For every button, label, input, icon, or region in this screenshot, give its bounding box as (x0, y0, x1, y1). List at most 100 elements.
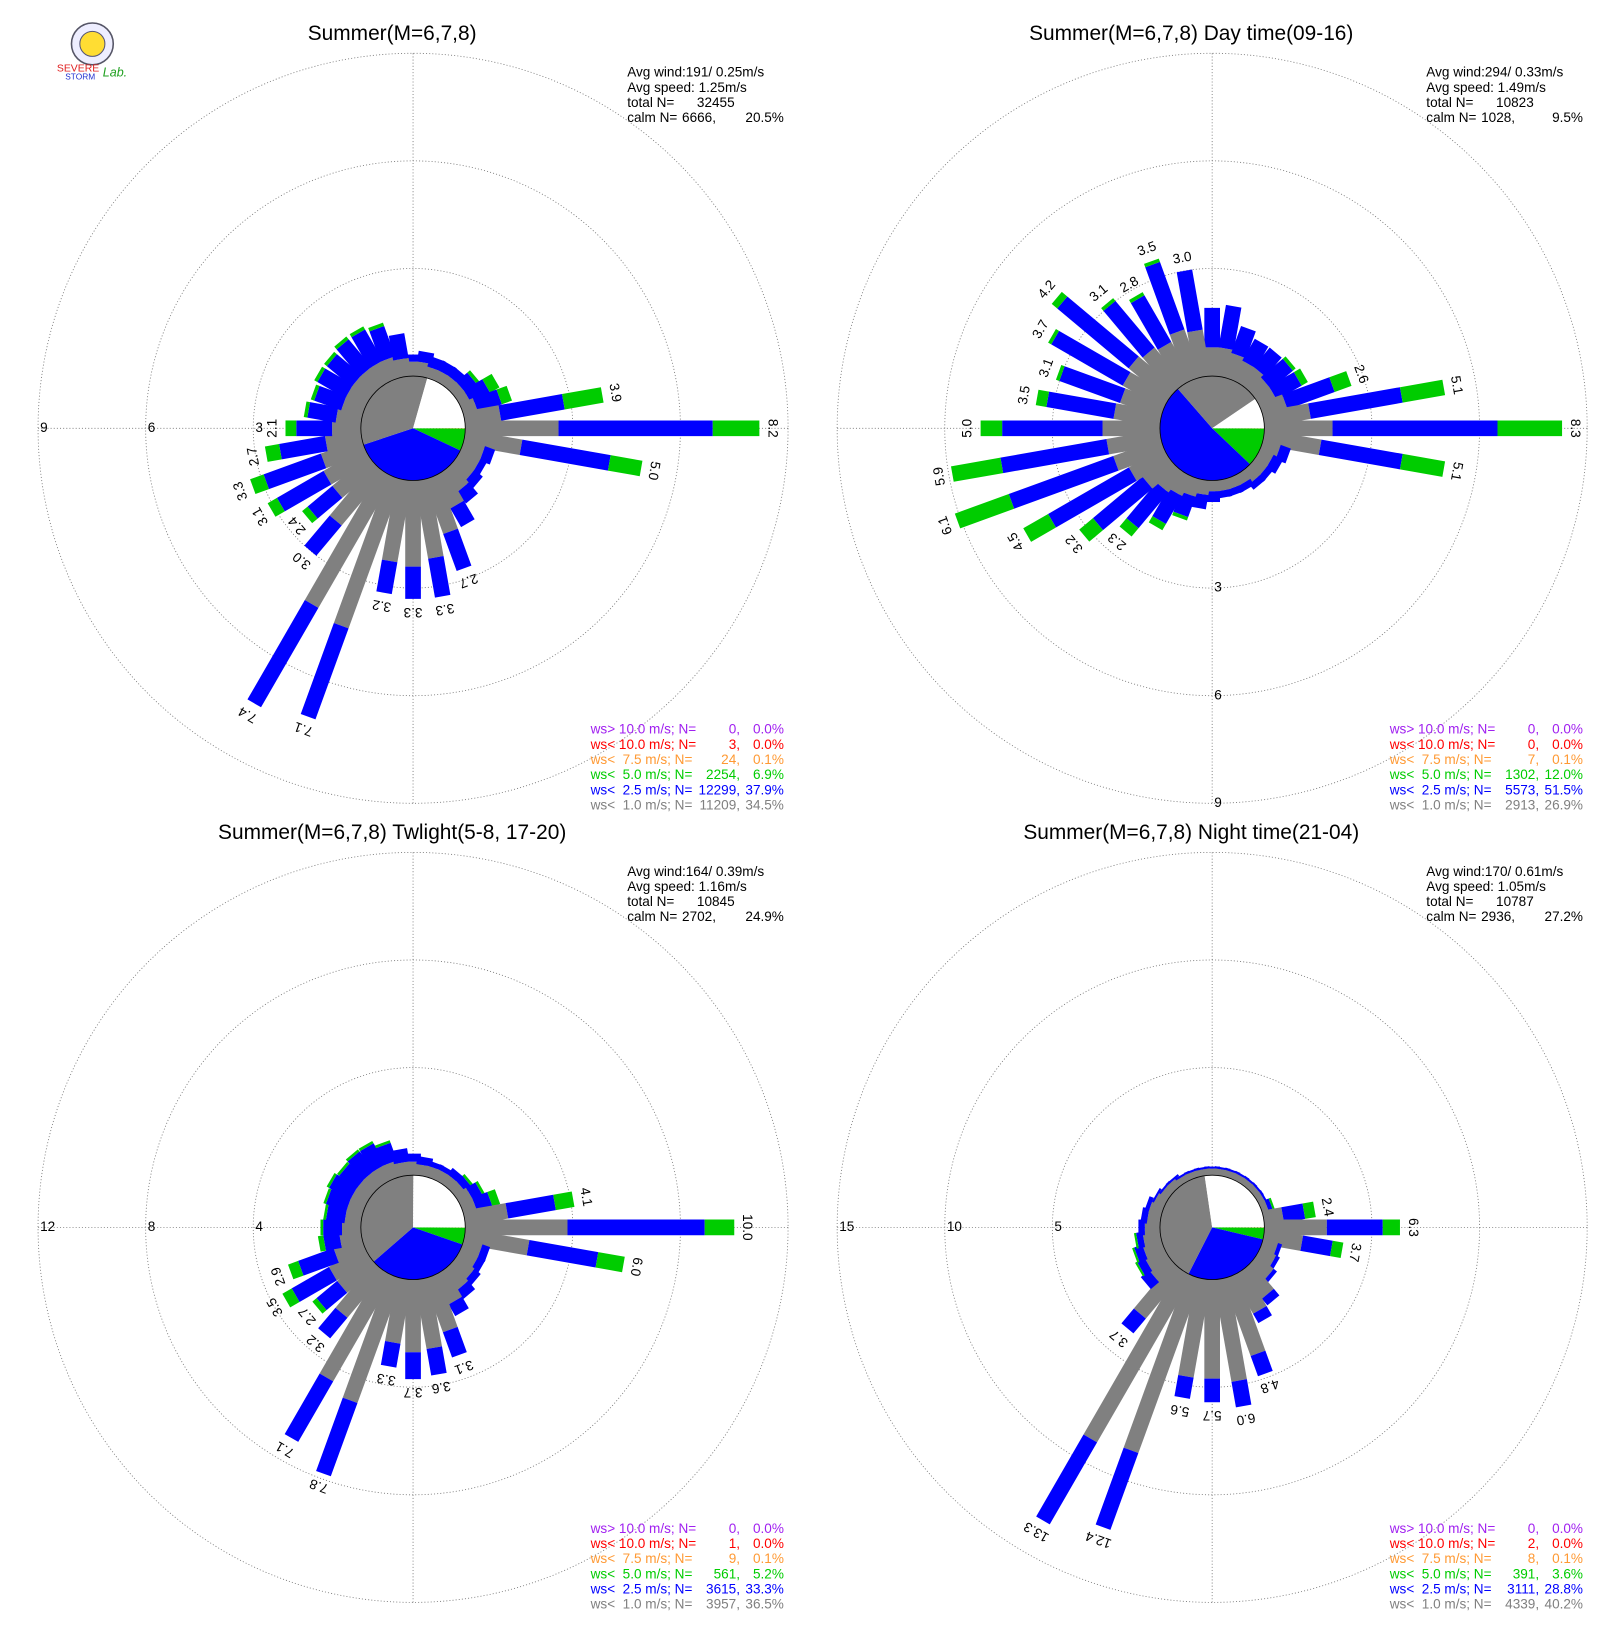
bar-segment (465, 420, 559, 437)
calm-count: 1028, (1481, 110, 1515, 125)
bar-segment (247, 600, 319, 708)
calm-label: calm N= (1426, 909, 1476, 924)
bar-segment (1264, 420, 1333, 437)
bar-segment (1142, 347, 1185, 394)
bar-segment (388, 333, 409, 361)
legend-label: ws< 5.0 m/s; N= (1389, 767, 1492, 782)
bar-segment (1051, 291, 1068, 309)
bar-segment (329, 463, 386, 526)
bar-segment (1144, 258, 1160, 268)
bar-segment (465, 1219, 568, 1236)
legend-label: ws< 1.0 m/s; N= (1389, 797, 1492, 812)
bar-segment (426, 1346, 447, 1376)
stat-line: Avg speed: 1.25m/s (627, 80, 747, 95)
bar-segment (553, 1191, 575, 1211)
bar-label: 3.6 (431, 1378, 452, 1396)
bar-segment (359, 1143, 386, 1173)
bar-segment (432, 1268, 463, 1305)
bar-segment (316, 1280, 348, 1311)
bar-segment (359, 366, 386, 394)
bar-label: 3.3 (376, 1370, 397, 1388)
bar-segment (381, 478, 412, 563)
bar-segment (285, 420, 297, 437)
bar-segment (1095, 1447, 1139, 1530)
bar-segment (1036, 1434, 1098, 1525)
bar-label: 4.8 (1259, 1376, 1282, 1397)
bar-segment (1136, 1257, 1153, 1276)
calm-count: 2936, (1481, 909, 1515, 924)
bar-segment (307, 485, 343, 519)
stat-line: Avg speed: 1.16m/s (627, 879, 747, 894)
bar-segment (296, 420, 333, 437)
legend-count: 3957, (706, 1597, 740, 1612)
bar-segment (1168, 469, 1193, 497)
bar-label: 3.0 (1171, 249, 1193, 267)
bar-label: 3.1 (1036, 356, 1057, 379)
stat-line: Avg wind:294/ 0.33m/s (1426, 65, 1563, 80)
r-tick-label: 15 (839, 1219, 854, 1234)
legend-count: 391, (1513, 1566, 1539, 1581)
stat-line: Avg speed: 1.49m/s (1426, 80, 1546, 95)
logo-word: SEVERE (57, 64, 99, 75)
bar-label: 7.1 (292, 719, 315, 740)
logo: SEVERE STORM Lab. (57, 22, 127, 82)
bar-segment (337, 1254, 379, 1293)
bar-label: 3.2 (371, 597, 392, 615)
bar-segment (1079, 518, 1104, 542)
bar-segment (463, 379, 491, 404)
bar-label: 2.1 (265, 419, 280, 438)
pie-slice (360, 376, 428, 445)
legend-percent: 5.2% (753, 1566, 784, 1581)
bar-segment (291, 1266, 337, 1302)
chart-title: Summer(M=6,7,8) (308, 22, 477, 45)
bar-segment (1247, 1254, 1274, 1281)
logo-word: STORM (65, 72, 95, 82)
bar-label: 3.7 (404, 1385, 423, 1400)
pie-slice (1204, 1175, 1265, 1228)
bar-segment (1308, 387, 1403, 419)
bar-segment (1119, 518, 1139, 537)
bar-segment (1231, 360, 1256, 387)
bar-segment (368, 322, 385, 332)
bar-label: 3.1 (453, 1357, 476, 1378)
bar-segment (473, 458, 488, 476)
bar-segment (1302, 1201, 1316, 1219)
bar-label: 5.7 (1203, 1408, 1222, 1423)
bar-segment (1172, 511, 1189, 521)
bar-segment (1128, 447, 1171, 481)
bar-segment (1329, 371, 1352, 393)
bar-segment (1083, 1268, 1193, 1443)
bar-segment (450, 500, 475, 528)
legend-label: ws< 1.0 m/s; N= (590, 1597, 693, 1612)
pie-slice (1177, 376, 1256, 429)
legend-count: 0, (1528, 737, 1539, 752)
legend-percent: 0.0% (753, 1521, 784, 1536)
bar-segment (1101, 298, 1116, 311)
bar-segment (1318, 439, 1403, 470)
stat-line: total N= 32455 (627, 95, 734, 110)
chart-title: Summer(M=6,7,8) Day time(09-16) (1029, 22, 1353, 45)
bar-segment (1293, 368, 1308, 386)
calm-circle (360, 375, 466, 481)
legend-percent: 0.0% (1552, 1536, 1583, 1551)
bar-segment (320, 1219, 324, 1236)
legend-percent: 26.9% (1545, 797, 1583, 812)
bar-segment (333, 474, 403, 629)
bar-segment (369, 325, 396, 362)
bar-segment (1282, 356, 1296, 371)
bar-segment (284, 1373, 334, 1442)
bar-segment (317, 1235, 326, 1252)
bar-segment (323, 447, 372, 485)
legend-count: 24, (721, 752, 740, 767)
bar-segment (323, 1204, 329, 1220)
bar-segment (314, 385, 347, 411)
legend-label: ws< 2.5 m/s; N= (1389, 782, 1492, 797)
legend-count: 9, (729, 1551, 740, 1566)
bar-segment (1145, 261, 1185, 335)
calm-label: calm N= (627, 110, 677, 125)
bar-segment (1092, 476, 1153, 531)
legend-percent: 51.5% (1545, 782, 1583, 797)
pie-slice (1212, 398, 1265, 429)
